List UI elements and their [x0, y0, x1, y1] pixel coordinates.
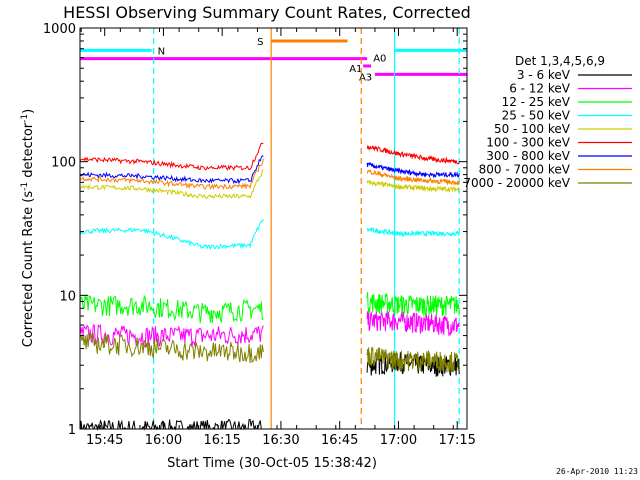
vertical-markers: [153, 28, 460, 429]
x-axis-ticks: 15:45 16:00 16:15 16:30 16:45 17:00 17:15: [80, 28, 476, 448]
series-line-1-pre: [79, 323, 264, 349]
x-tick-label: 17:00: [380, 433, 417, 448]
y-axis-label: Corrected Count Rate (s-1 detector-1): [20, 109, 36, 347]
legend-label: 800 - 7000 keV: [479, 163, 571, 177]
flag-label-a1: A1: [349, 64, 362, 75]
y-tick-label: 10: [59, 289, 76, 304]
series-line-7-post: [366, 169, 460, 187]
series-line-5-pre: [79, 142, 264, 172]
legend-label: 50 - 100 keV: [494, 122, 571, 136]
series-line-2-post: [366, 292, 460, 317]
legend-label: 12 - 25 keV: [502, 95, 571, 109]
series-line-6-pre: [79, 155, 264, 185]
series-line-8-post: [366, 347, 460, 373]
x-tick-label: 16:30: [262, 433, 299, 448]
flag-label-a3: A3: [359, 72, 372, 83]
x-tick-label: 16:15: [203, 433, 240, 448]
series-line-4-pre: [80, 169, 264, 200]
series-line-8-pre: [79, 332, 264, 364]
series-line-4-post: [366, 179, 460, 194]
chart-title: HESSI Observing Summary Count Rates, Cor…: [63, 3, 471, 22]
series-line-1-post: [366, 310, 460, 337]
timestamp: 26-Apr-2010 11:23: [556, 467, 638, 476]
legend-title: Det 1,3,4,5,6,9: [515, 54, 605, 68]
series-line-3-pre: [79, 219, 264, 251]
x-tick-label: 17:15: [438, 433, 475, 448]
series-line-7-pre: [79, 158, 264, 191]
x-tick-label: 15:45: [86, 433, 123, 448]
x-tick-label: 16:00: [145, 433, 182, 448]
plot-frame: [79, 27, 468, 430]
flag-label-s: S: [257, 37, 263, 48]
series-line-5-post: [366, 144, 460, 165]
flag-label-n: N: [158, 46, 165, 57]
legend-label: 3 - 6 keV: [517, 68, 571, 82]
series-line-2-pre: [79, 294, 264, 324]
series-line-3-post: [366, 227, 460, 238]
series-line-6-post: [366, 161, 460, 179]
series-line-0-pre: [79, 418, 264, 431]
y-tick-label: 1000: [43, 22, 76, 37]
legend-label: 25 - 50 keV: [502, 109, 571, 123]
y-axis-ticks: 1 10 100 1000: [43, 22, 467, 438]
y-tick-label: 1: [68, 423, 76, 438]
x-tick-label: 16:45: [321, 433, 358, 448]
legend-label: 6 - 12 keV: [509, 82, 571, 96]
legend-label: 300 - 800 keV: [486, 149, 570, 163]
y-tick-label: 100: [51, 156, 76, 171]
series-lines: [79, 142, 460, 431]
flag-label-a0: A0: [373, 54, 386, 65]
x-axis-label: Start Time (30-Oct-05 15:38:42): [167, 456, 377, 471]
legend-label: 7000 - 20000 keV: [463, 176, 570, 190]
legend-label: 100 - 300 keV: [486, 136, 570, 150]
